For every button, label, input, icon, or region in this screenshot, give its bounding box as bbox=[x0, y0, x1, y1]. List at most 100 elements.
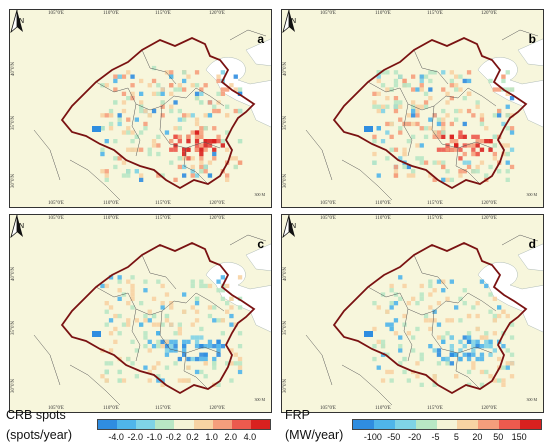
grid-cell bbox=[194, 83, 200, 88]
grid-cell bbox=[126, 301, 131, 306]
grid-cell bbox=[147, 339, 152, 344]
grid-cell bbox=[385, 121, 390, 127]
grid-cell bbox=[380, 292, 386, 297]
province-boundary bbox=[305, 334, 333, 386]
grid-cell bbox=[364, 126, 373, 132]
legend-swatch bbox=[155, 420, 175, 429]
lon-tick-bottom: 105°0'E bbox=[320, 406, 336, 411]
grid-cell bbox=[143, 313, 148, 319]
lon-tick-bottom: 110°0'E bbox=[103, 201, 119, 206]
grid-cell bbox=[393, 169, 399, 174]
grid-cell bbox=[479, 121, 485, 127]
grid-cell bbox=[134, 134, 139, 139]
grid-cell bbox=[380, 70, 386, 75]
grid-cell bbox=[376, 173, 381, 178]
grid-cell bbox=[143, 121, 148, 127]
grid-cell bbox=[194, 296, 200, 301]
grid-cell bbox=[458, 134, 463, 139]
grid-cell bbox=[484, 126, 489, 131]
grid-cell bbox=[199, 130, 204, 135]
grid-cell bbox=[130, 275, 135, 280]
grid-cell bbox=[419, 296, 424, 301]
grid-cell bbox=[169, 139, 174, 144]
grid-cell bbox=[484, 331, 489, 336]
legend-tick-label: 0.2 bbox=[186, 432, 199, 442]
grid-cell bbox=[419, 160, 424, 165]
grid-cell bbox=[139, 173, 144, 178]
grid-cell bbox=[212, 139, 217, 144]
grid-cell bbox=[143, 279, 148, 284]
grid-cell bbox=[488, 374, 493, 379]
grid-cell bbox=[415, 156, 420, 161]
grid-cell bbox=[436, 361, 442, 366]
grid-cell bbox=[233, 322, 238, 327]
province-boundary bbox=[305, 129, 333, 181]
grid-cell bbox=[220, 139, 225, 144]
grid-cell bbox=[190, 335, 195, 340]
lon-tick-bottom: 105°0'E bbox=[48, 201, 64, 206]
grid-cell bbox=[108, 305, 114, 310]
grid-cell bbox=[402, 151, 407, 157]
grid-cell bbox=[466, 335, 472, 340]
study-region-boundary bbox=[60, 37, 256, 190]
grid-cell bbox=[216, 78, 221, 84]
grid-cell bbox=[104, 361, 109, 366]
grid-cell bbox=[220, 288, 225, 293]
grid-cell bbox=[372, 91, 377, 96]
grid-cell bbox=[203, 356, 208, 362]
grid-cell bbox=[471, 134, 476, 139]
province-boundary bbox=[161, 292, 225, 312]
grid-cell bbox=[415, 301, 420, 306]
grid-cell bbox=[385, 104, 390, 109]
grid-cell bbox=[441, 121, 446, 127]
grid-cell bbox=[380, 104, 386, 109]
grid-cell bbox=[441, 117, 446, 122]
grid-cell bbox=[393, 104, 399, 109]
grid-cell bbox=[203, 169, 208, 174]
grid-cell bbox=[497, 378, 502, 383]
grid-cell bbox=[139, 322, 144, 327]
map-canvas bbox=[10, 215, 271, 412]
grid-cell bbox=[449, 318, 454, 323]
grid-cell bbox=[177, 322, 182, 327]
grid-cell bbox=[169, 160, 174, 165]
grid-cell bbox=[156, 134, 161, 139]
grid-cell bbox=[160, 339, 165, 344]
grid-cell bbox=[380, 339, 386, 344]
lon-tick-top: 105°0'E bbox=[320, 11, 336, 16]
province-boundary bbox=[455, 352, 481, 390]
grid-cell bbox=[233, 361, 238, 366]
grid-cell bbox=[449, 121, 454, 127]
grid-cell bbox=[389, 378, 394, 383]
grid-cell bbox=[479, 147, 485, 152]
grid-cell bbox=[117, 117, 122, 122]
grid-cell bbox=[505, 365, 510, 370]
grid-cell bbox=[393, 292, 399, 297]
grid-cell bbox=[207, 113, 213, 118]
grid-cell bbox=[509, 335, 515, 340]
grid-cell bbox=[411, 74, 416, 79]
grid-cell bbox=[458, 108, 463, 114]
grid-cell bbox=[169, 70, 174, 75]
grid-cell bbox=[441, 126, 446, 131]
grid-cell bbox=[173, 339, 178, 344]
grid-cell bbox=[212, 104, 217, 109]
grid-cell bbox=[497, 356, 502, 362]
north-arrow-label: N bbox=[291, 18, 297, 25]
grid-cell bbox=[121, 108, 127, 114]
grid-cell bbox=[454, 74, 459, 79]
grid-cell bbox=[432, 318, 437, 323]
grid-cell bbox=[406, 121, 411, 127]
grid-cell bbox=[393, 78, 399, 84]
grid-cell bbox=[492, 313, 497, 319]
grid-cell bbox=[151, 139, 157, 144]
grid-cell bbox=[428, 283, 433, 289]
lat-tick: 35°0'N bbox=[283, 320, 288, 335]
grid-cell bbox=[113, 74, 118, 79]
grid-cell bbox=[117, 74, 122, 79]
grid-cell bbox=[449, 352, 454, 357]
grid-cell bbox=[199, 100, 204, 105]
legend-unit: (spots/year) bbox=[6, 428, 72, 442]
legend-swatch bbox=[117, 420, 137, 429]
grid-cell bbox=[372, 100, 377, 105]
